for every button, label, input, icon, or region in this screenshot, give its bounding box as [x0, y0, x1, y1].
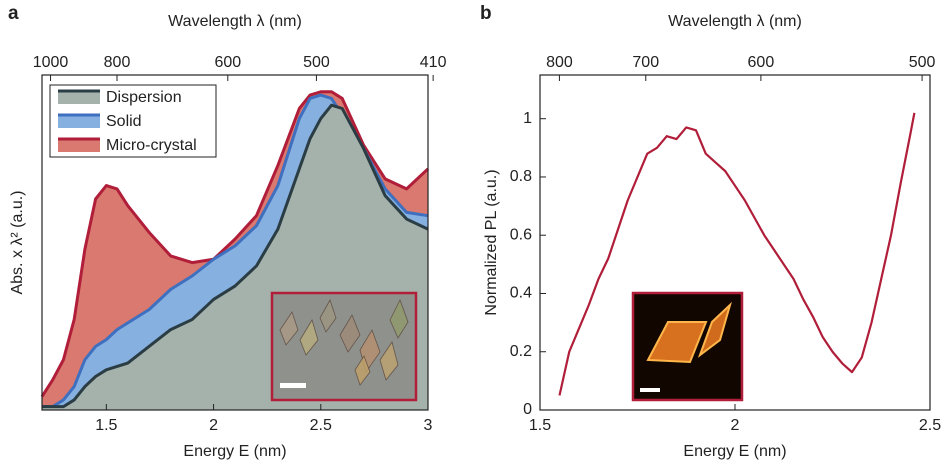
x2-axis-label: Wavelength λ (nm): [668, 13, 802, 30]
x-tick-label: 2: [731, 417, 740, 434]
x2-tick-label: 700: [632, 54, 659, 71]
legend-label: Dispersion: [106, 89, 182, 106]
x-axis-label: Energy E (nm): [683, 443, 786, 460]
x2-tick-label: 410: [420, 54, 447, 71]
area-line: [42, 103, 429, 409]
y-tick-label: 1: [523, 110, 532, 127]
x2-tick-label: 1000: [33, 54, 69, 71]
x2-tick-label: 800: [104, 54, 131, 71]
line: [558, 112, 916, 396]
x2-tick-label: 800: [546, 54, 573, 71]
x-tick-label: 3: [424, 417, 433, 434]
crystal: [354, 355, 371, 386]
x-tick-label: 2.5: [919, 417, 941, 434]
crystal: [279, 311, 299, 346]
nanosheet: [646, 321, 708, 364]
x2-axis-label: Wavelength λ (nm): [168, 13, 302, 30]
legend-label: Solid: [106, 113, 142, 130]
crystal: [379, 341, 399, 381]
legend-label: Micro-crystal: [106, 137, 197, 154]
legend-swatch: [58, 90, 100, 104]
panel-label: a: [8, 3, 19, 24]
x-tick-label: 2.5: [310, 417, 332, 434]
y-tick-label: 0.4: [510, 285, 532, 302]
x2-tick-label: 600: [748, 54, 775, 71]
crystal: [299, 319, 319, 356]
crystal: [319, 299, 337, 333]
crystal: [389, 298, 409, 339]
y-tick-label: 0.2: [510, 343, 532, 360]
legend: Dispersion Solid Micro-crystal: [49, 84, 217, 158]
legend-swatch: [58, 138, 100, 152]
y-axis-label: Abs. x λ² (a.u.): [9, 190, 26, 294]
y-tick-label: 0.6: [510, 226, 532, 243]
y-tick-label: 0.8: [510, 168, 532, 185]
x2-tick-label: 600: [214, 54, 241, 71]
x-axis-label: Energy E (nm): [183, 443, 286, 460]
x-tick-label: 1.5: [95, 417, 117, 434]
panel-label: b: [480, 3, 492, 24]
plot: [558, 112, 916, 396]
scale-bar: [640, 388, 660, 392]
nanosheet: [697, 301, 732, 358]
legend-swatch: [58, 114, 100, 128]
crystal: [339, 314, 361, 353]
inset-image: [270, 291, 418, 402]
y-tick-label: 0: [523, 401, 532, 418]
y-axis-label: Normalized PL (a.u.): [483, 169, 500, 315]
x2-tick-label: 500: [909, 54, 936, 71]
scale-bar: [280, 383, 306, 388]
x2-tick-label: 500: [303, 54, 330, 71]
inset-image: [631, 291, 744, 402]
plot-frame: [41, 74, 429, 411]
x-tick-label: 1.5: [529, 417, 551, 434]
x-tick-label: 2: [209, 417, 218, 434]
